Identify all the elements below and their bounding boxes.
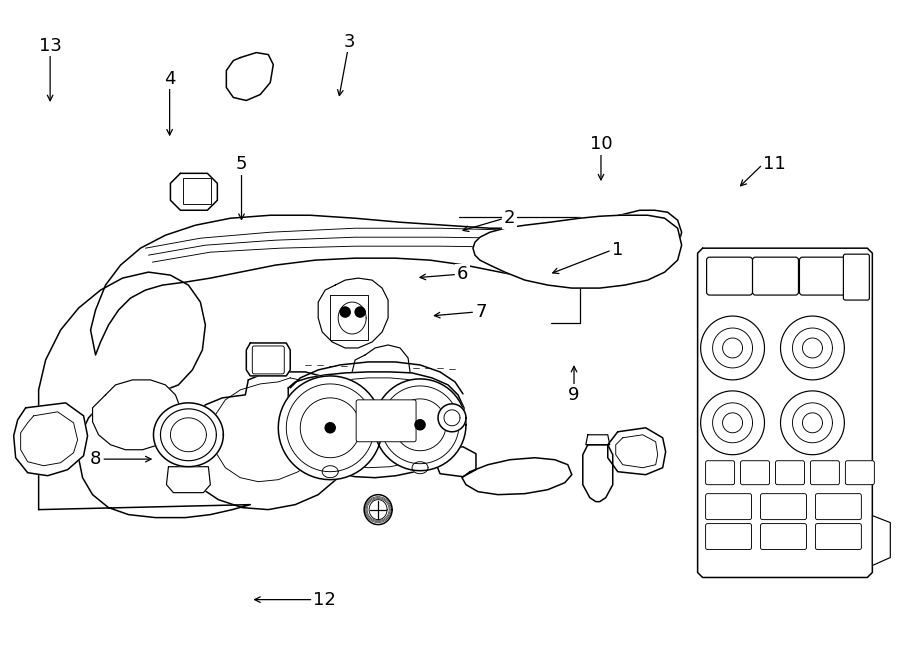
Text: 8: 8 — [90, 450, 102, 468]
Text: 11: 11 — [762, 155, 786, 173]
Polygon shape — [780, 391, 844, 455]
Polygon shape — [226, 53, 274, 100]
Polygon shape — [322, 466, 338, 478]
FancyBboxPatch shape — [776, 461, 805, 485]
Polygon shape — [93, 380, 180, 449]
FancyBboxPatch shape — [810, 461, 840, 485]
Polygon shape — [700, 391, 764, 455]
Polygon shape — [340, 307, 350, 317]
Text: 9: 9 — [568, 386, 580, 404]
Polygon shape — [872, 516, 890, 566]
Polygon shape — [374, 379, 466, 471]
FancyBboxPatch shape — [760, 524, 806, 549]
FancyBboxPatch shape — [815, 494, 861, 520]
Polygon shape — [583, 445, 613, 502]
Polygon shape — [39, 272, 250, 518]
Polygon shape — [319, 278, 388, 348]
FancyBboxPatch shape — [815, 524, 861, 549]
Polygon shape — [700, 316, 764, 380]
Polygon shape — [364, 494, 392, 525]
FancyBboxPatch shape — [706, 257, 752, 295]
Polygon shape — [154, 403, 223, 467]
Text: 2: 2 — [504, 210, 516, 227]
FancyBboxPatch shape — [706, 461, 734, 485]
FancyBboxPatch shape — [252, 346, 284, 374]
Polygon shape — [608, 428, 666, 475]
Polygon shape — [436, 447, 476, 477]
FancyBboxPatch shape — [845, 461, 874, 485]
Polygon shape — [780, 316, 844, 380]
FancyBboxPatch shape — [752, 257, 798, 295]
Polygon shape — [278, 376, 382, 480]
Polygon shape — [288, 372, 464, 478]
Text: 5: 5 — [236, 155, 248, 173]
Polygon shape — [473, 215, 681, 288]
Text: 6: 6 — [457, 266, 469, 284]
Polygon shape — [247, 343, 290, 376]
Polygon shape — [14, 403, 87, 476]
Polygon shape — [698, 248, 872, 578]
Polygon shape — [415, 420, 425, 430]
FancyBboxPatch shape — [706, 494, 752, 520]
Polygon shape — [412, 462, 428, 474]
Polygon shape — [184, 372, 358, 510]
FancyBboxPatch shape — [760, 494, 806, 520]
Text: 10: 10 — [590, 136, 612, 153]
Polygon shape — [438, 404, 466, 432]
Text: 4: 4 — [164, 69, 176, 87]
FancyBboxPatch shape — [843, 254, 869, 300]
Text: 12: 12 — [313, 591, 337, 609]
Text: 1: 1 — [612, 241, 623, 259]
Polygon shape — [352, 345, 410, 400]
Text: 13: 13 — [39, 36, 61, 55]
Polygon shape — [325, 423, 335, 433]
Polygon shape — [166, 467, 211, 492]
Polygon shape — [356, 307, 365, 317]
Polygon shape — [91, 210, 681, 355]
FancyBboxPatch shape — [184, 178, 212, 204]
Polygon shape — [586, 435, 610, 445]
FancyBboxPatch shape — [799, 257, 845, 295]
FancyBboxPatch shape — [706, 524, 752, 549]
Text: 3: 3 — [344, 32, 356, 51]
FancyBboxPatch shape — [741, 461, 770, 485]
Polygon shape — [462, 457, 572, 494]
Text: 7: 7 — [475, 303, 487, 321]
FancyBboxPatch shape — [356, 400, 416, 442]
Polygon shape — [170, 173, 218, 210]
